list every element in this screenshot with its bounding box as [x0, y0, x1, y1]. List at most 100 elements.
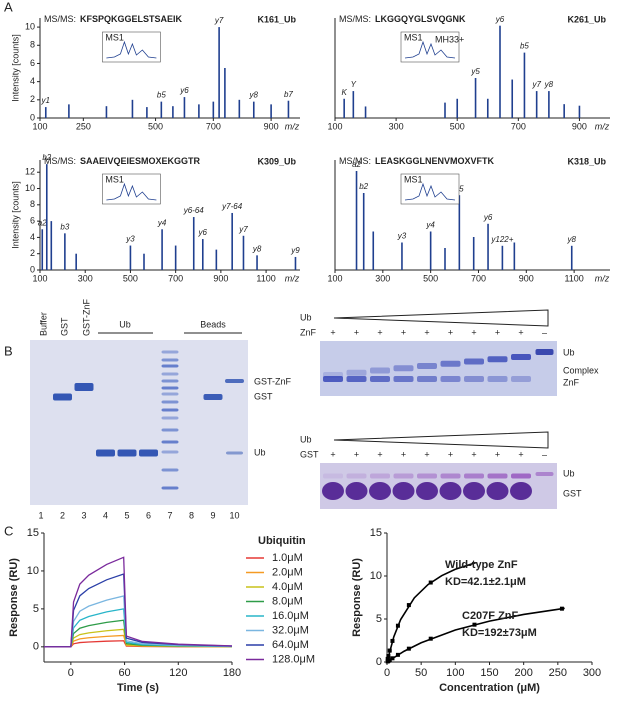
band: [161, 428, 179, 432]
titrant-label: Ub: [300, 434, 312, 444]
x-tick-label: 0: [384, 667, 390, 679]
band-label: Ub: [254, 447, 266, 457]
peak-label: y1: [41, 96, 50, 105]
band: [370, 367, 390, 374]
band-label: Complex: [563, 365, 599, 375]
peak-label: b7: [284, 90, 293, 99]
band: [345, 482, 368, 500]
annotation: C207F ZnF: [462, 610, 519, 622]
sample-label: K261_Ub: [567, 14, 606, 24]
y-tick-label: 6: [30, 58, 35, 68]
band-label: Ub: [563, 347, 575, 357]
inset-label: MS1: [404, 32, 423, 42]
band: [511, 473, 531, 479]
band-label: GST: [563, 488, 582, 498]
lane-number: 3: [81, 510, 86, 520]
peak-label: y8: [252, 244, 262, 253]
lane-mark: +: [518, 327, 523, 337]
peak-label: K: [341, 88, 347, 97]
y-tick-label: 6: [30, 215, 35, 225]
x-tick-label: 300: [78, 273, 93, 283]
lane-number: 8: [189, 510, 194, 520]
title-prefix: MS/MS:: [44, 14, 76, 24]
x-tick-label: 100: [446, 667, 464, 679]
x-tick-label: 900: [213, 273, 228, 283]
band: [440, 360, 461, 367]
x-tick-label: 150: [480, 667, 498, 679]
x-tick-label: 250: [76, 121, 91, 131]
band: [511, 376, 531, 382]
band: [161, 400, 179, 404]
band: [161, 416, 179, 420]
titrant-label: Ub: [300, 312, 312, 322]
lane-number: 7: [167, 510, 172, 520]
fit-curve: [386, 561, 477, 663]
lane-mark: +: [495, 327, 500, 337]
x-tick-label: 700: [168, 273, 183, 283]
x-axis-label: m/z: [285, 121, 300, 131]
band: [323, 372, 343, 378]
chart-title: MS/MS: LKGGQYGLSVQGNK: [339, 14, 466, 24]
x-tick-label: 0: [68, 667, 74, 679]
lane-mark: +: [448, 449, 453, 459]
lane-mark: +: [330, 449, 335, 459]
band: [161, 358, 179, 362]
band: [370, 376, 390, 382]
y-tick-label: 8: [30, 40, 35, 50]
peak-label: y4: [425, 221, 435, 230]
x-tick-label: 300: [389, 121, 404, 131]
chart-title: MS/MS: LEASKGGLNENVMOXVFTK: [339, 156, 495, 166]
sample-label: K309_Ub: [257, 156, 296, 166]
peak-label: y9: [290, 246, 300, 255]
x-tick-label: 700: [511, 121, 526, 131]
band: [161, 392, 179, 396]
inset-trace: [404, 182, 456, 201]
peak-label: b2: [359, 182, 368, 191]
panel-letter: B: [4, 343, 13, 358]
lane-mark: +: [401, 327, 406, 337]
legend-title: Ubiquitin: [258, 535, 306, 547]
lane-number: 1: [38, 510, 43, 520]
group-label: Beads: [200, 319, 226, 329]
title-prefix: MS/MS:: [44, 156, 76, 166]
lane-label: GST: [59, 317, 69, 336]
legend-label: 16.0μM: [272, 610, 309, 622]
inset-trace: [404, 40, 456, 59]
x-tick-label: 500: [123, 273, 138, 283]
legend-label: 2.0μM: [272, 566, 303, 578]
peak-label: y8: [249, 91, 259, 100]
band: [346, 369, 367, 376]
band: [139, 449, 158, 457]
lane-number: 9: [210, 510, 215, 520]
sample-label: K318_Ub: [567, 156, 606, 166]
chart-title: MS/MS: SAAEIVQEIESMOXEKGGTR: [44, 156, 201, 166]
lane-mark: +: [448, 327, 453, 337]
peptide: LKGGQYGLSVQGNK: [375, 14, 466, 24]
band: [161, 440, 179, 444]
chart-title: MS/MS: KFSPQKGGELSTSAEIK: [44, 14, 183, 24]
x-tick-label: 500: [148, 121, 163, 131]
band: [161, 408, 179, 412]
x-tick-label: 100: [32, 273, 47, 283]
x-tick-label: 120: [169, 667, 187, 679]
band: [487, 356, 508, 363]
title-prefix: MS/MS:: [339, 14, 371, 24]
band: [53, 393, 72, 401]
x-tick-label: 900: [264, 121, 279, 131]
band: [510, 482, 532, 500]
band: [161, 350, 179, 354]
band: [464, 376, 484, 382]
y-axis-label: Intensity [counts]: [10, 181, 20, 249]
band: [417, 473, 437, 479]
lane-label: Buffer: [38, 312, 48, 336]
y-tick-label: 0: [376, 656, 382, 668]
band: [416, 482, 438, 500]
lane-label: GST-ZnF: [81, 298, 91, 336]
group-label: Ub: [119, 319, 131, 329]
lane-number: 5: [124, 510, 129, 520]
band: [322, 482, 344, 500]
title-prefix: MS/MS:: [339, 156, 371, 166]
peak-label: y6: [198, 228, 208, 237]
y-tick-label: 0: [30, 264, 35, 274]
peak-label: a2: [38, 218, 47, 227]
